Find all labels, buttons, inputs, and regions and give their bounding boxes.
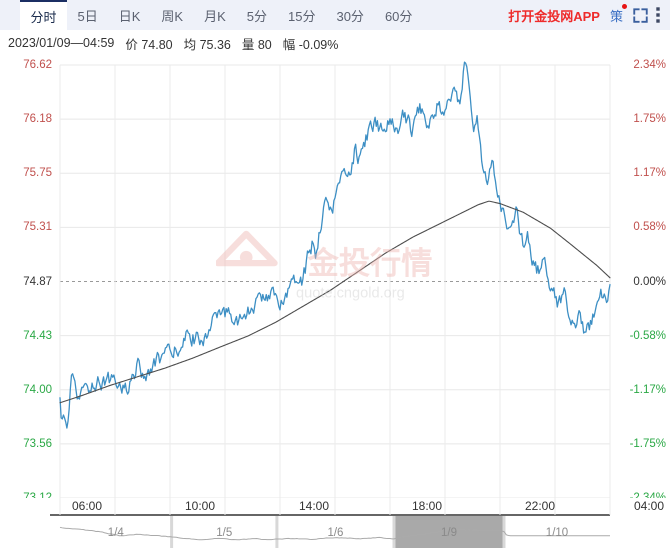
- svg-text:quote.cngold.org: quote.cngold.org: [296, 285, 405, 301]
- svg-text:金投行情: 金投行情: [307, 246, 433, 281]
